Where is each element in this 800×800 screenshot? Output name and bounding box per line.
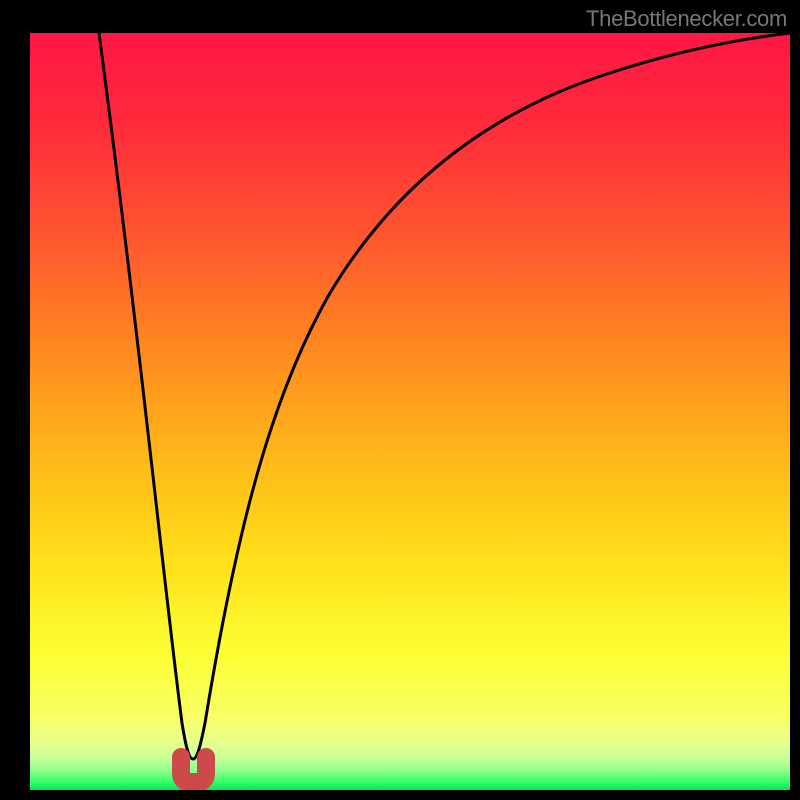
chart-container: TheBottlenecker.com	[0, 0, 800, 800]
chart-svg	[30, 33, 790, 790]
gradient-background	[30, 33, 790, 790]
plot-area	[30, 33, 790, 790]
watermark-text: TheBottlenecker.com	[586, 6, 787, 32]
